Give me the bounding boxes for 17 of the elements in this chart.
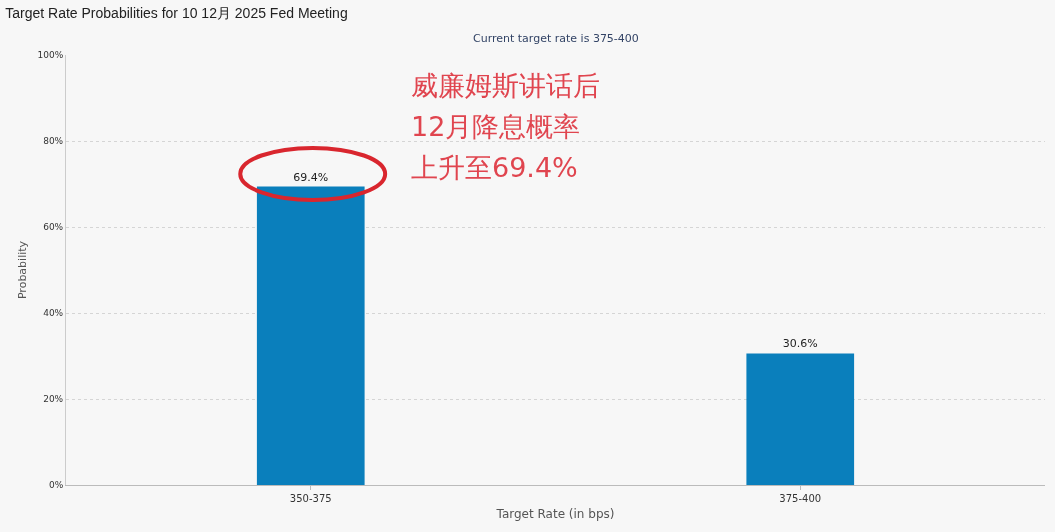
annotation: 12月降息概率 [411,111,581,142]
x-tick-label: 375-400 [779,493,822,504]
data-label: 30.6% [782,337,818,351]
y-tick-label: 20% [43,394,64,405]
y-tick-label: 40% [43,308,64,319]
data-label: 69.4% [293,170,329,184]
annotation: 威廉姆斯讲话后 [411,70,600,101]
y-tick-label: 80% [43,136,64,147]
chart-title: Target Rate Probabilities for 10 12月 2025 Fed Meeting [5,4,348,21]
y-tick-label: 60% [43,222,64,233]
annotation: 上升至69.4% [411,152,578,183]
y-axis-title: Probability [16,240,30,300]
x-axis-title: Target Rate (in bps) [495,506,615,521]
y-tick-label: 100% [37,50,64,61]
y-tick-label: 0% [48,480,64,491]
x-tick-label: 350-375 [289,493,332,504]
chart-subtitle: Current target rate is 375-400 [473,32,639,45]
